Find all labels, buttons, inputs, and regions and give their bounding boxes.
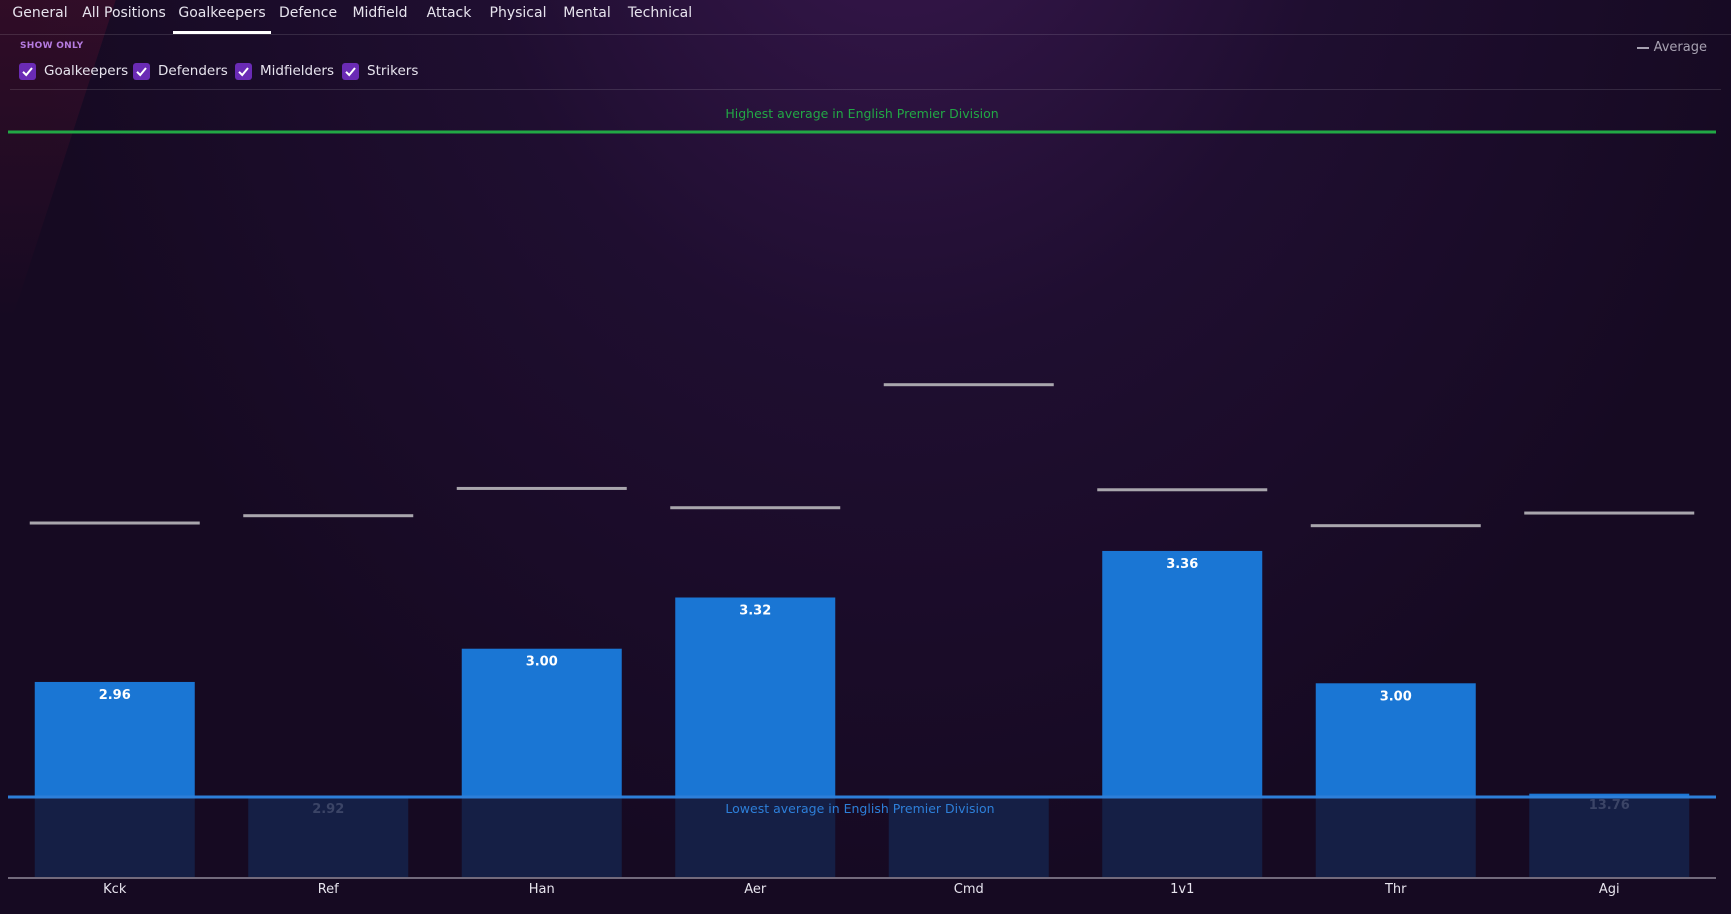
bars-layer (34, 550, 1690, 797)
below-baseline-bar (1102, 797, 1263, 877)
tab-attack[interactable]: Attack (426, 5, 472, 21)
checkmark-icon (133, 62, 150, 80)
tab-technical[interactable]: Technical (627, 5, 693, 21)
value-bar (675, 597, 836, 797)
average-legend-label: Average (1653, 40, 1707, 55)
average-marker (29, 521, 200, 525)
tab-goalkeepers[interactable]: Goalkeepers (173, 0, 271, 34)
value-bar (34, 681, 195, 797)
filter-strikers-checkbox[interactable]: Strikers (342, 61, 418, 81)
average-legend: Average (1636, 40, 1707, 55)
value-label: 13.76 (1589, 798, 1630, 813)
filter-midfielders-label: Midfielders (260, 63, 334, 79)
category-labels-layer: Kck Ref Han Aer Cmd 1v1 Thr Agi (103, 882, 1619, 897)
filter-defenders-label: Defenders (158, 63, 228, 79)
category-label: Han (529, 882, 555, 897)
below-baseline-bar (34, 797, 195, 877)
category-label: Thr (1384, 882, 1407, 897)
average-marker (883, 383, 1054, 387)
tab-mental[interactable]: Mental (563, 5, 611, 21)
average-marker (456, 486, 627, 490)
average-marker (1524, 511, 1695, 515)
value-bar (1315, 683, 1476, 797)
value-label: 2.96 (99, 688, 131, 703)
average-marker (243, 514, 414, 518)
category-label: Ref (318, 882, 339, 897)
average-marker (1310, 524, 1481, 528)
filter-divider (10, 89, 1721, 90)
below-baseline-bar (461, 797, 622, 877)
filter-goalkeepers-checkbox[interactable]: Goalkeepers (19, 61, 128, 81)
category-label: 1v1 (1170, 882, 1194, 897)
tab-midfield[interactable]: Midfield (352, 5, 408, 21)
tab-all-positions[interactable]: All Positions (82, 5, 166, 21)
category-label: Aer (744, 882, 767, 897)
below-baseline-bar (675, 797, 836, 877)
highest-average-label: Highest average in English Premier Divis… (725, 106, 998, 121)
value-label: 3.32 (739, 604, 771, 619)
below-baseline-bar (888, 797, 1049, 877)
average-marker (670, 506, 841, 510)
value-bar (1529, 793, 1690, 797)
value-label: 2.92 (312, 802, 344, 817)
tab-general[interactable]: General (12, 5, 68, 21)
filter-defenders-checkbox[interactable]: Defenders (133, 61, 228, 81)
category-label: Agi (1599, 882, 1620, 897)
checkmark-icon (19, 62, 36, 80)
value-bar (461, 648, 622, 797)
value-labels-layer: 2.96 2.92 3.00 3.32 3.36 3.00 13.76 (99, 557, 1630, 817)
value-label: 3.00 (526, 655, 558, 670)
lowest-average-label: Lowest average in English Premier Divisi… (725, 801, 994, 816)
value-label: 3.00 (1380, 689, 1412, 704)
average-dash-icon (1636, 46, 1649, 49)
category-label: Kck (103, 882, 127, 897)
filter-goalkeepers-label: Goalkeepers (44, 63, 129, 79)
below-baseline-layer (34, 797, 1690, 877)
average-markers-layer (29, 383, 1695, 528)
value-label: 3.36 (1166, 557, 1198, 572)
checkmark-icon (235, 62, 252, 80)
tab-physical[interactable]: Physical (489, 5, 547, 21)
tab-defence[interactable]: Defence (278, 5, 338, 21)
below-baseline-bar (248, 797, 409, 877)
below-baseline-bar (1315, 797, 1476, 877)
below-baseline-bar (1529, 797, 1690, 877)
filter-midfielders-checkbox[interactable]: Midfielders (235, 61, 334, 81)
category-label: Cmd (954, 882, 984, 897)
show-only-label: SHOW ONLY (20, 41, 84, 51)
tab-bar: General All Positions Goalkeepers Defenc… (0, 0, 1731, 35)
average-marker (1097, 488, 1268, 492)
checkmark-icon (342, 62, 359, 80)
value-bar (1102, 550, 1263, 797)
filter-strikers-label: Strikers (367, 63, 419, 79)
